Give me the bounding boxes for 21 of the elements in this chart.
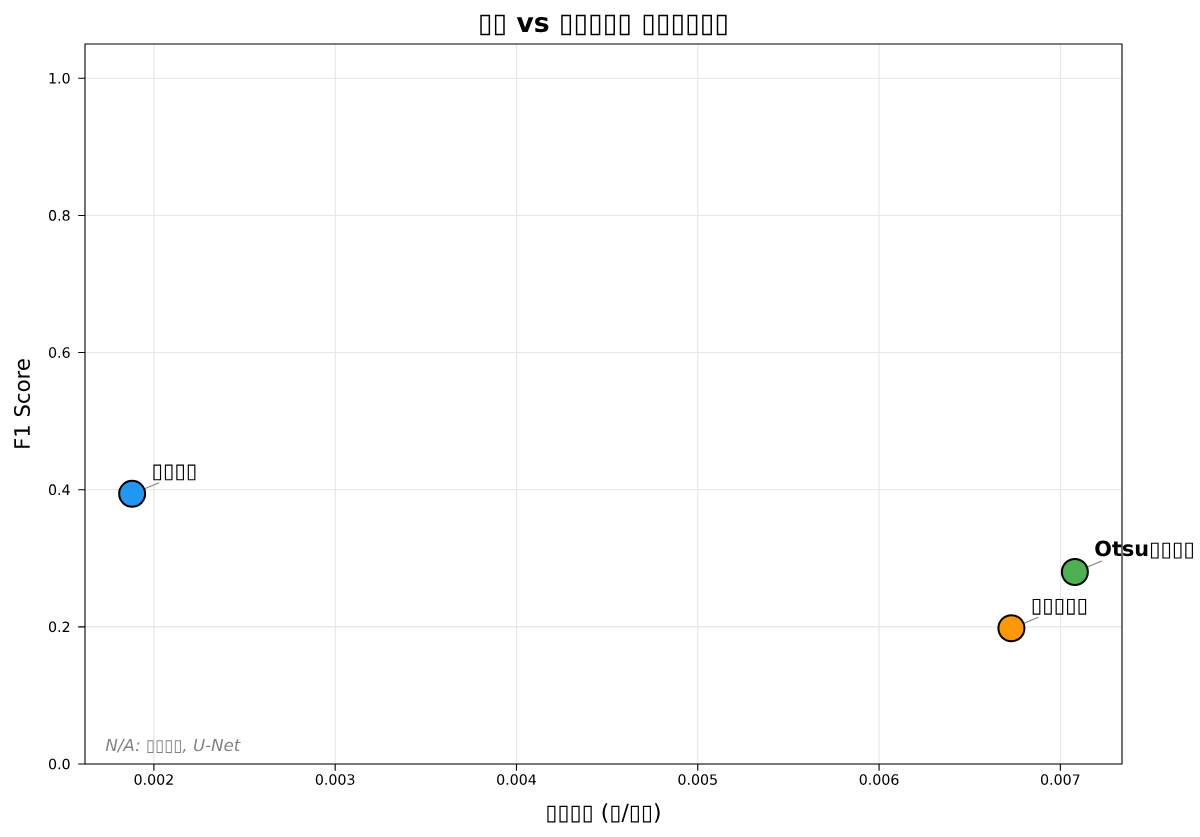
series-label: ▯▯▯▯▯ [1032, 598, 1087, 615]
x-tick-label: 0.007 [1040, 774, 1080, 785]
y-tick-label: 0.2 [48, 621, 70, 633]
point [118, 479, 147, 508]
series-label: ▯▯▯▯ [153, 464, 196, 481]
y-tick-label: 0.4 [48, 484, 70, 496]
x-tick-label: 0.006 [859, 774, 899, 785]
point [1060, 558, 1089, 586]
x-tick-label: 0.005 [678, 774, 717, 785]
y-tick-label: 0.6 [48, 347, 70, 358]
x-tick-label: 0.004 [497, 774, 537, 785]
y-tick-label: 0.8 [48, 210, 70, 221]
x-axis-title: ▯▯▯▯ (▯/▯▯) [547, 803, 660, 823]
annotation: N/A: ▯▯▯▯, U-Net [105, 738, 241, 754]
y-axis-title: F1 Score [13, 359, 31, 448]
point [997, 614, 1026, 643]
x-tick-label: 0.002 [134, 774, 173, 785]
x-tick-label: 0.003 [315, 774, 355, 785]
y-tick-label: 1.0 [49, 72, 70, 84]
chart-title: ▯▯ vs ▯▯▯▯▯ ▯▯▯▯▯▯ [480, 14, 727, 36]
y-tick-label: 0.0 [48, 758, 70, 770]
